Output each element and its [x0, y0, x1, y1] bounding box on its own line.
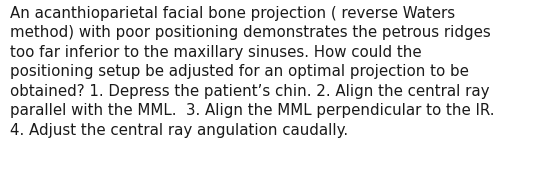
Text: An acanthioparietal facial bone projection ( reverse Waters
method) with poor po: An acanthioparietal facial bone projecti… [10, 6, 494, 138]
